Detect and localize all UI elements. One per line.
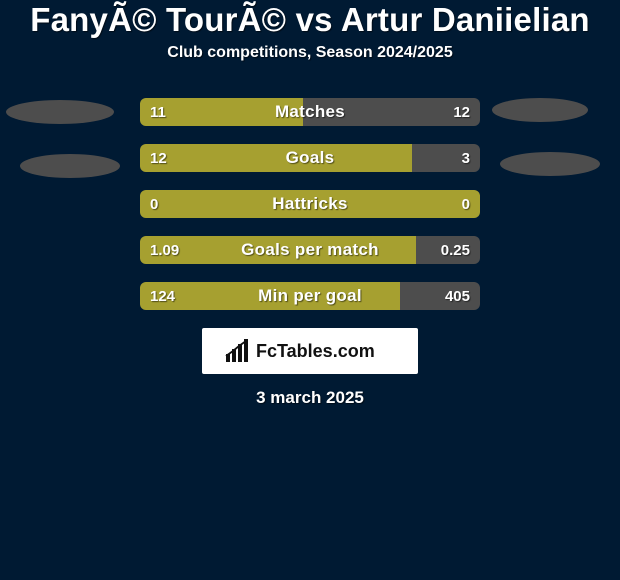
player-right-ellipse-1	[492, 98, 588, 122]
stat-row: 11 Matches 12	[140, 98, 480, 126]
stat-row: 124 Min per goal 405	[140, 282, 480, 310]
stat-row: 0 Hattricks 0	[140, 190, 480, 218]
player-right-ellipse-2	[500, 152, 600, 176]
stat-value-right: 0	[462, 190, 470, 218]
stat-value-right: 0.25	[441, 236, 470, 264]
stat-label: Goals per match	[140, 236, 480, 264]
subtitle: Club competitions, Season 2024/2025	[0, 44, 620, 62]
stat-label: Min per goal	[140, 282, 480, 310]
stats-region: 11 Matches 12 12 Goals 3 0 Hattricks 0 1…	[0, 98, 620, 310]
player-left-ellipse-2	[20, 154, 120, 178]
stat-label: Hattricks	[140, 190, 480, 218]
stat-value-right: 3	[462, 144, 470, 172]
player-left-ellipse-1	[6, 100, 114, 124]
fctables-logo-icon: FcTables.com	[220, 336, 400, 366]
stat-value-right: 405	[445, 282, 470, 310]
logo-text: FcTables.com	[256, 341, 375, 361]
stat-value-right: 12	[453, 98, 470, 126]
stat-label: Matches	[140, 98, 480, 126]
stat-label: Goals	[140, 144, 480, 172]
stat-row: 12 Goals 3	[140, 144, 480, 172]
source-logo: FcTables.com	[202, 328, 418, 374]
date-label: 3 march 2025	[0, 388, 620, 408]
page-title: FanyÃ© TourÃ© vs Artur Daniielian	[10, 2, 610, 38]
stat-row: 1.09 Goals per match 0.25	[140, 236, 480, 264]
